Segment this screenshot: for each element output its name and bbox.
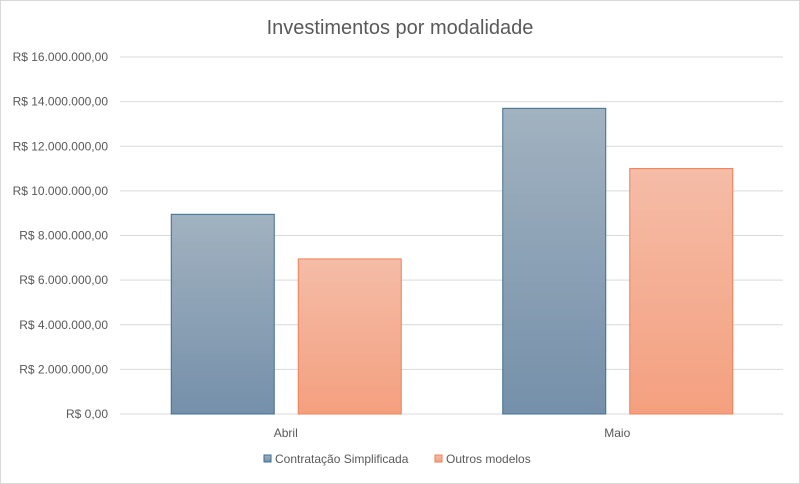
bar-contratacao-simplificada-abril [170,213,275,415]
x-category-label: Abril [274,426,298,440]
bar-outros-modelos-abril [297,258,402,415]
chart-title: Investimentos por modalidade [267,17,534,39]
y-tick-label: R$ 4.000.000,00 [19,318,108,332]
y-axis-ticks: R$ 0,00 R$ 2.000.000,00 R$ 4.000.000,00 R$ … [13,50,109,421]
bar-contratacao-simplificada-maio [502,107,607,415]
bar-outros-modelos-maio [629,168,734,415]
legend-swatch [263,454,272,463]
y-tick-label: R$ 16.000.000,00 [13,50,109,64]
bars [170,107,734,415]
legend-swatch [434,454,443,463]
x-axis-categories: Abril Maio [274,426,631,440]
legend-label: Outros modelos [446,452,531,466]
y-tick-label: R$ 0,00 [66,407,108,421]
y-tick-label: R$ 8.000.000,00 [19,229,108,243]
y-tick-label: R$ 10.000.000,00 [13,184,109,198]
y-tick-label: R$ 2.000.000,00 [19,362,108,376]
x-category-label: Maio [604,426,630,440]
legend-label: Contratação Simplificada [275,452,409,466]
y-tick-label: R$ 14.000.000,00 [13,95,109,109]
y-tick-label: R$ 6.000.000,00 [19,273,108,287]
legend: Contratação Simplificada Outros modelos [263,452,531,466]
y-tick-label: R$ 12.000.000,00 [13,139,109,153]
